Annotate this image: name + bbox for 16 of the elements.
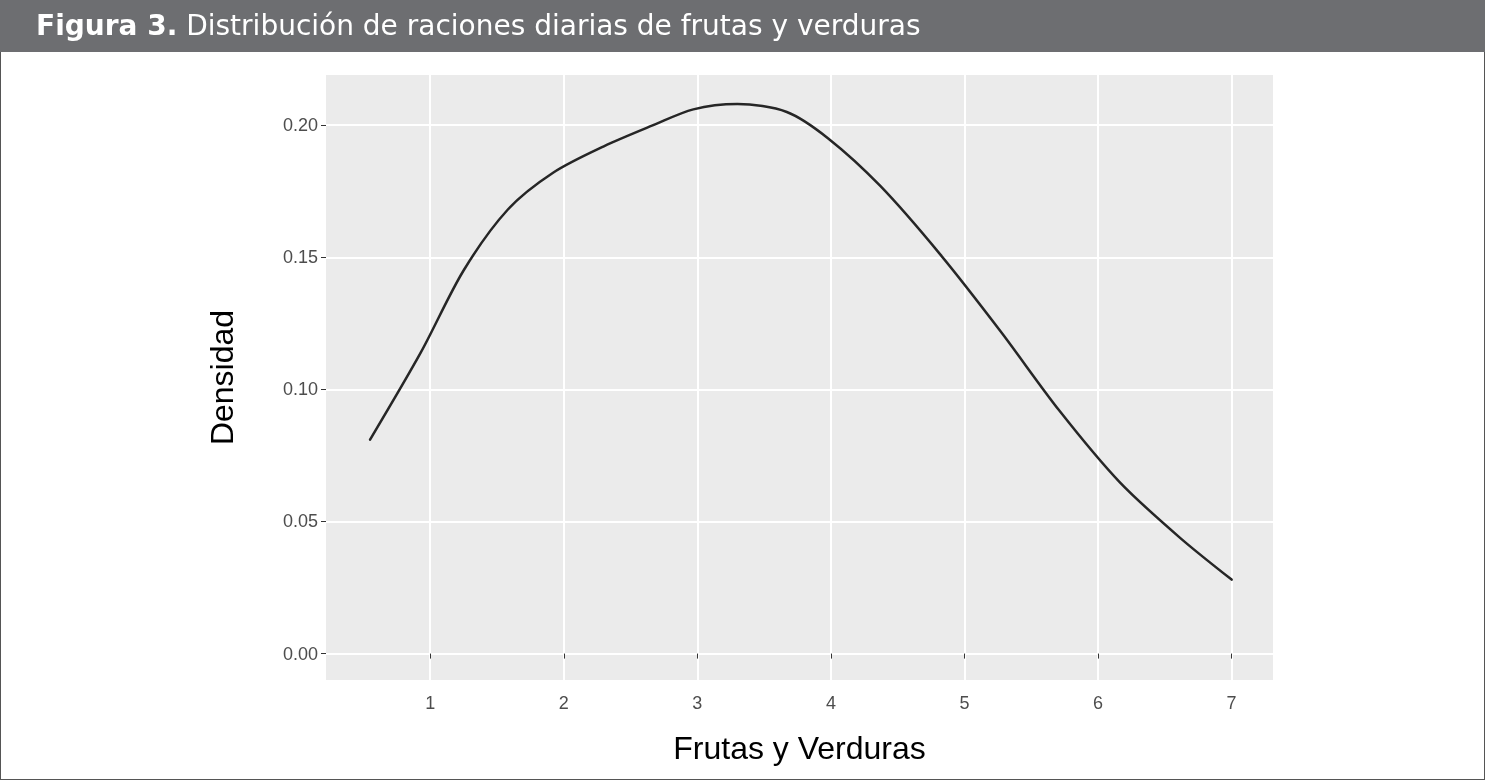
x-tick-label: 2 <box>558 693 569 713</box>
x-tick-label: 7 <box>1226 693 1237 713</box>
y-axis-title: Densidad <box>204 309 240 446</box>
x-tick-label: 4 <box>825 693 836 713</box>
y-tick-label: 0.05 <box>282 511 318 532</box>
chart-title: Figura 3. Distribución de raciones diarias de frutas y verduras <box>35 9 921 42</box>
x-tick-label: 6 <box>1093 693 1104 713</box>
line-series <box>368 102 1233 581</box>
y-tick-label: 0.20 <box>282 115 318 136</box>
x-tick-label: 3 <box>692 693 703 713</box>
y-tick-label: 0.10 <box>282 379 318 400</box>
x-axis-title: Frutas y Verduras <box>673 730 926 766</box>
y-tick-label: 0.00 <box>282 643 318 664</box>
y-tick-label: 0.15 <box>282 247 318 268</box>
x-tick-label: 1 <box>425 693 436 713</box>
x-tick-label: 5 <box>959 693 970 713</box>
